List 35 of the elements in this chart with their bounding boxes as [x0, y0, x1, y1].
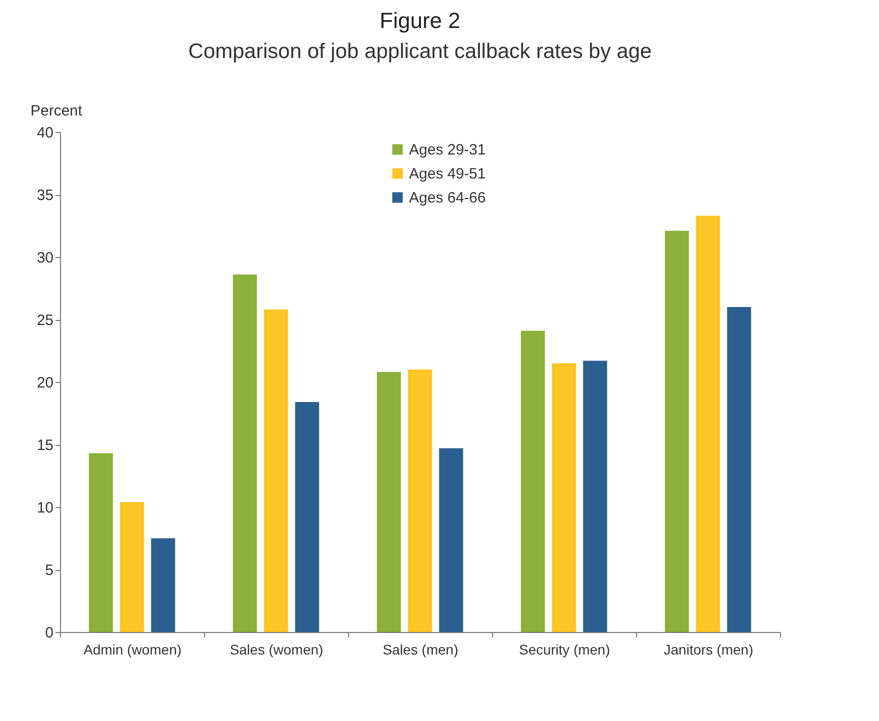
x-tick-label: Sales (women) [230, 642, 324, 658]
y-tick-label: 35 [36, 187, 54, 204]
bar [264, 310, 288, 632]
y-tick-label: 30 [36, 250, 54, 266]
chart-title: Figure 2 [380, 8, 460, 33]
bar [439, 448, 464, 632]
y-tick-label: 40 [36, 124, 54, 142]
bar [727, 307, 752, 632]
y-tick-label: 15 [36, 437, 54, 454]
bar [664, 230, 689, 632]
x-tick-label: Security (men) [518, 642, 610, 658]
y-tick-label: 25 [36, 312, 54, 329]
bar [552, 363, 576, 632]
y-tick-label: 20 [36, 374, 54, 392]
chart-subtitle: Comparison of job applicant callback rates by age [188, 40, 652, 63]
bar [376, 372, 401, 632]
bar [408, 370, 432, 632]
bar [583, 360, 608, 632]
bar [120, 502, 144, 632]
bar [88, 453, 113, 632]
legend-label: Ages 29-31 [409, 142, 486, 158]
bar [696, 216, 720, 632]
bar [151, 538, 176, 632]
x-tick-label: Janitors (men) [664, 642, 754, 658]
y-tick-label: 10 [36, 500, 54, 516]
legend-label: Ages 49-51 [409, 166, 486, 182]
y-tick-label: 0 [45, 624, 54, 642]
x-tick-label: Sales (men) [382, 642, 458, 658]
y-tick-label: 5 [45, 562, 54, 579]
y-axis-title: Percent [30, 102, 84, 120]
x-tick-label: Admin (women) [83, 642, 182, 658]
legend-label: Ages 64-66 [409, 190, 486, 206]
bar [295, 402, 320, 632]
bar [232, 274, 257, 632]
bar [520, 330, 545, 632]
